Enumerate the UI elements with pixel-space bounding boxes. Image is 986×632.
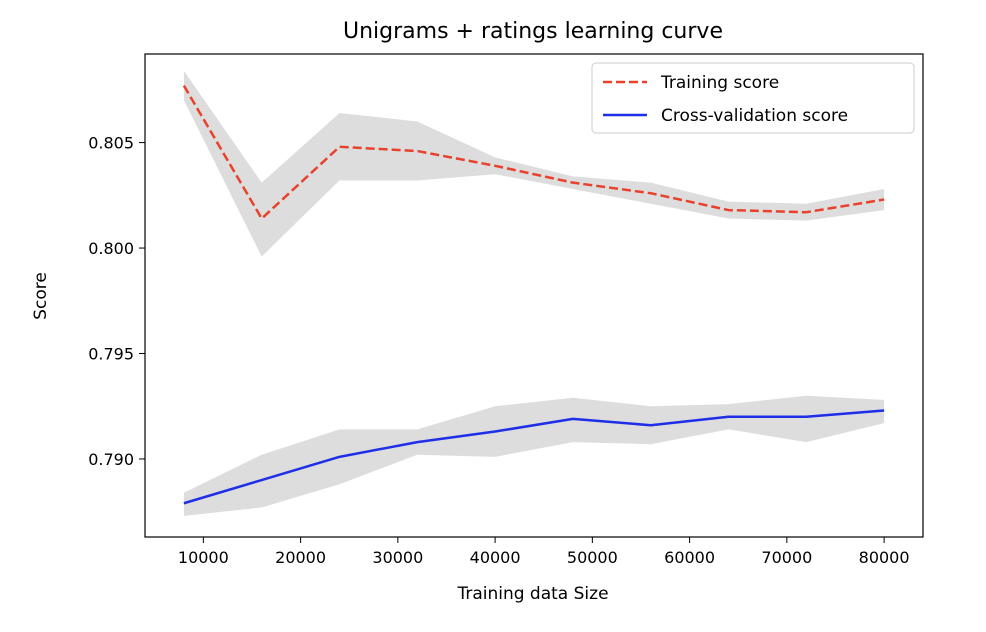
x-axis-label: Training data Size (456, 584, 608, 604)
x-tick-label: 30000 (372, 548, 423, 567)
x-tick-label: 10000 (178, 548, 229, 567)
y-tick-label: 0.790 (88, 450, 134, 469)
x-tick-label: 50000 (567, 548, 618, 567)
x-tick-label: 70000 (761, 548, 812, 567)
legend-label-cross-validation: Cross-validation score (661, 106, 848, 126)
x-tick-label: 80000 (859, 548, 910, 567)
x-tick-label: 20000 (275, 548, 326, 567)
series-lines (182, 85, 885, 505)
y-tick-label: 0.795 (88, 345, 134, 364)
series-line-cross-validation-score (183, 409, 885, 505)
legend: Training score Cross-validation score (591, 62, 915, 134)
y-tick-label: 0.800 (88, 239, 134, 258)
y-tick-label: 0.805 (88, 134, 134, 153)
y-axis-ticks: 0.790 0.795 0.800 0.805 (88, 134, 145, 469)
chart-title: Unigrams + ratings learning curve (343, 19, 723, 44)
confidence-bands (183, 70, 885, 516)
band-training-score (183, 70, 885, 257)
x-tick-label: 60000 (664, 548, 715, 567)
x-axis-ticks: 10000 20000 30000 40000 50000 60000 70000 80000 (178, 537, 910, 567)
x-tick-label: 40000 (470, 548, 521, 567)
band-cross-validation-score (183, 395, 885, 516)
legend-box (591, 62, 915, 134)
y-axis-label: Score (31, 272, 51, 320)
series-line-training-score (182, 85, 885, 220)
legend-label-training: Training score (660, 73, 779, 93)
plot-area-frame (144, 53, 924, 538)
